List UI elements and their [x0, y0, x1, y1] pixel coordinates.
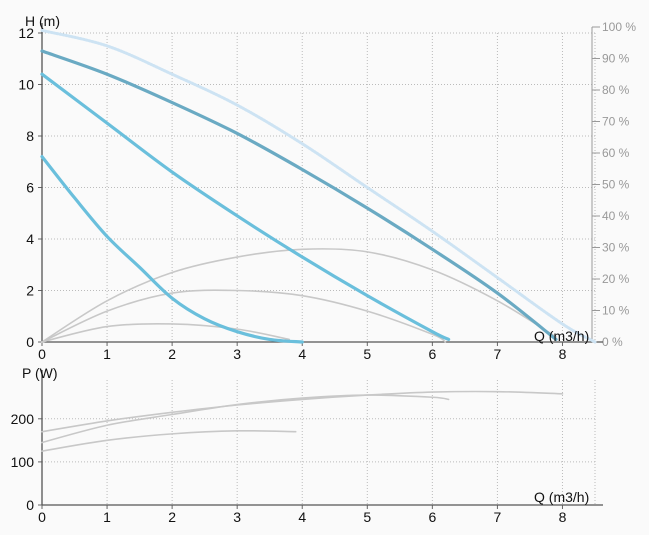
x-tick-label: 3 [233, 346, 241, 362]
x-tick-label: 4 [298, 346, 306, 362]
y-tick-label: 8 [26, 128, 34, 144]
power-plot: 0 1 2 3 4 5 6 7 8 0 100 200 [11, 370, 603, 525]
efficiency-curve [41, 322, 291, 343]
pct-tick-label: 0 % [602, 335, 623, 349]
x-tick-label: 5 [363, 509, 371, 525]
pct-tick-label: 90 % [602, 52, 630, 66]
pct-tick-label: 60 % [602, 146, 630, 160]
pct-tick-label: 30 % [602, 241, 630, 255]
x-tick-label: 2 [168, 346, 176, 362]
efficiency-curve [41, 289, 447, 343]
pct-tick-label: 10 % [602, 304, 630, 318]
power-curve [41, 429, 297, 452]
x-tick-label: 6 [428, 346, 436, 362]
pct-tick-label: 100 % [602, 20, 636, 34]
efficiency-curve [41, 248, 557, 343]
pct-tick-label: 80 % [602, 83, 630, 97]
head-curve [40, 155, 304, 344]
power-x-axis-label: Q (m3/h) [534, 489, 589, 505]
x-tick-label: 5 [363, 346, 371, 362]
y-tick-label: 10 [18, 77, 34, 93]
y-tick-label: 0 [26, 334, 34, 350]
pct-tick-label: 50 % [602, 178, 630, 192]
x-tick-label: 8 [559, 346, 567, 362]
pct-tick-label: 40 % [602, 209, 630, 223]
y-tick-label: 6 [26, 180, 34, 196]
x-tick-label: 7 [494, 346, 502, 362]
x-tick-label: 6 [428, 509, 436, 525]
y-tick-label: 0 [26, 497, 34, 513]
x-tick-label: 8 [559, 509, 567, 525]
y-tick-label: 2 [26, 283, 34, 299]
head-x-axis-label: Q (m3/h) [534, 328, 589, 344]
head-curve [40, 72, 451, 342]
x-tick-label: 7 [494, 509, 502, 525]
head-curve [40, 49, 558, 342]
pct-tick-label: 70 % [602, 115, 630, 129]
pct-tick-label: 20 % [602, 272, 630, 286]
y-tick-label: 4 [26, 231, 34, 247]
head-axis-label: H (m) [25, 13, 60, 29]
x-tick-label: 1 [103, 509, 111, 525]
power-axis-label: P (W) [22, 365, 58, 381]
x-tick-label: 4 [298, 509, 306, 525]
x-tick-label: 2 [168, 509, 176, 525]
x-tick-label: 3 [233, 509, 241, 525]
y-tick-label: 200 [11, 411, 35, 427]
x-tick-label: 1 [103, 346, 111, 362]
power-curve [41, 390, 564, 433]
max-curve [40, 28, 597, 344]
y-tick-label: 12 [18, 25, 34, 41]
x-tick-label: 0 [38, 346, 46, 362]
power-curve [41, 394, 450, 444]
x-tick-label: 0 [38, 509, 46, 525]
y-tick-label: 100 [11, 454, 35, 470]
